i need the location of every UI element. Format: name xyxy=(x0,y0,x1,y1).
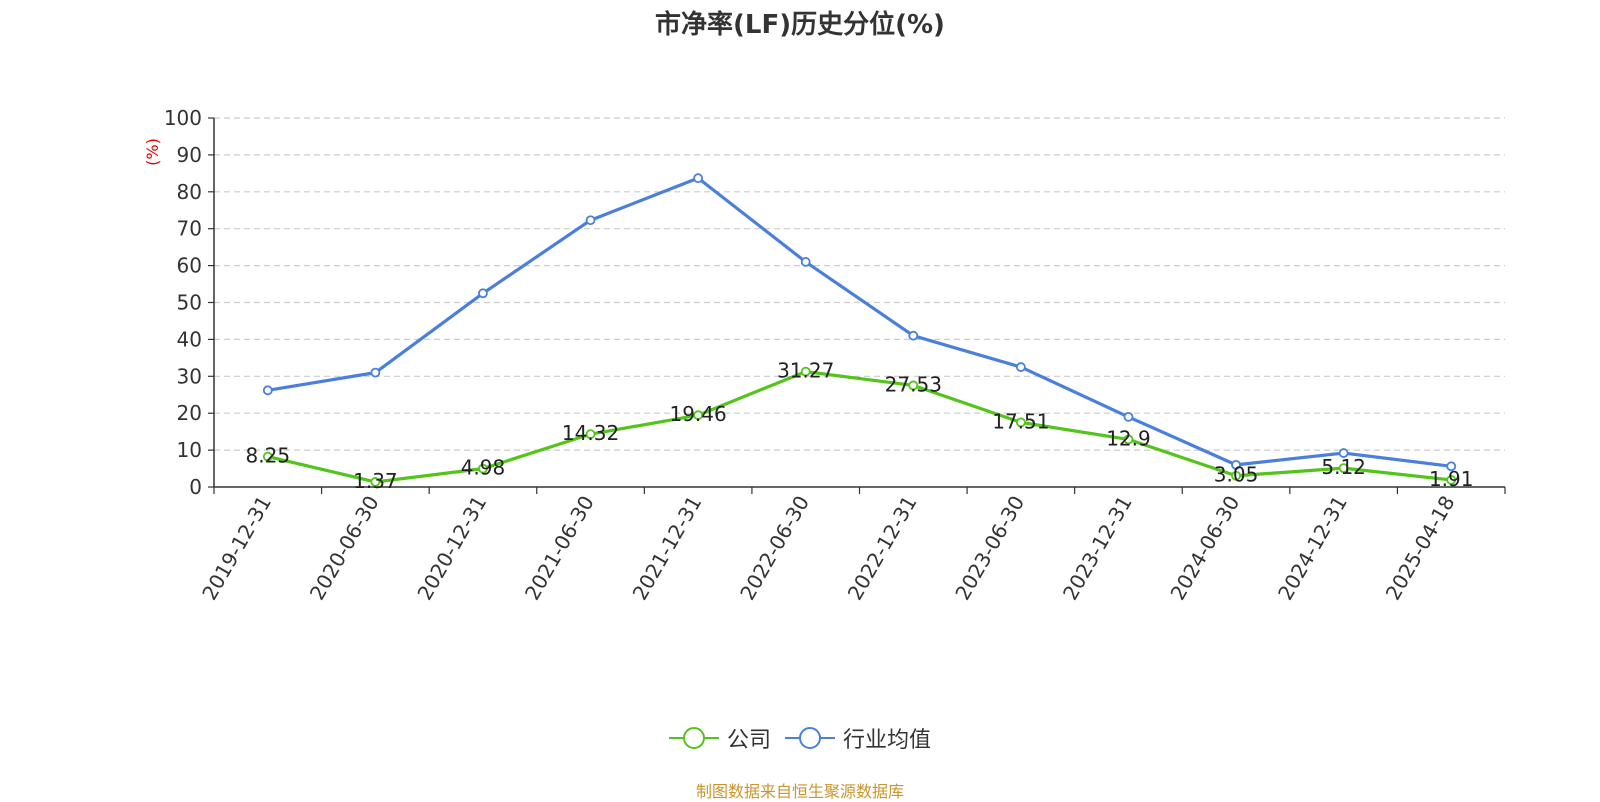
legend-item[interactable]: 公司 xyxy=(668,722,771,754)
data-label: 3.05 xyxy=(1214,463,1259,487)
data-point xyxy=(693,410,704,421)
legend-label: 行业均值 xyxy=(843,728,932,753)
y-tick-label: 70 xyxy=(177,217,202,241)
x-tick-label: 2022-06-30 xyxy=(735,492,814,605)
data-point xyxy=(370,367,381,378)
data-point xyxy=(478,463,488,474)
data-point xyxy=(585,215,596,226)
x-tick-label: 2020-12-31 xyxy=(412,492,491,605)
legend-label: 公司 xyxy=(726,728,771,753)
data-point xyxy=(908,330,919,341)
legend-marker-icon xyxy=(785,727,835,749)
axes: 0 10 20 30 40 50 60 70 80 90 100(%) 2019-12-31 2020-… xyxy=(143,106,1506,605)
legend-item[interactable]: 行业均值 xyxy=(785,722,931,754)
data-label: 1.91 xyxy=(1429,467,1474,491)
data-label: 31.27 xyxy=(777,359,834,383)
series-points xyxy=(262,173,1457,487)
series-line xyxy=(267,370,1452,484)
x-tick-label: 2022-12-31 xyxy=(843,492,922,605)
y-tick-label: 0 xyxy=(189,475,202,499)
x-tick-label: 2020-06-30 xyxy=(305,492,384,605)
data-point xyxy=(1231,459,1241,470)
data-point xyxy=(1338,448,1349,458)
source-note: 制图数据来自恒生聚源数据库 xyxy=(695,782,904,801)
data-label: 8.25 xyxy=(246,444,291,468)
grid-lines xyxy=(214,117,1505,451)
data-point xyxy=(1231,470,1241,481)
data-point xyxy=(1446,461,1457,472)
legend: 公司 行业均值 xyxy=(0,722,1600,754)
series-lines xyxy=(267,176,1452,484)
data-label: 19.46 xyxy=(669,402,726,426)
data-point xyxy=(585,429,596,440)
data-point xyxy=(800,257,811,267)
data-point xyxy=(1015,362,1026,372)
data-point xyxy=(800,366,811,377)
data-point xyxy=(1338,463,1349,474)
data-label: 1.37 xyxy=(353,469,398,493)
data-labels: 8.25 1.37 4.98 14.32 19.46 31.27 27.53 17.51 12.… xyxy=(246,359,1474,493)
x-tick-label: 2024-06-30 xyxy=(1165,492,1244,605)
y-tick-label: 50 xyxy=(177,291,202,315)
y-tick-label: 60 xyxy=(177,254,202,278)
series-line xyxy=(267,176,1452,468)
data-label: 17.51 xyxy=(992,409,1049,433)
data-label: 5.12 xyxy=(1321,455,1366,479)
data-point xyxy=(262,385,273,396)
y-tick-label: 90 xyxy=(177,143,202,167)
y-tick-label: 40 xyxy=(177,327,202,351)
data-point xyxy=(1123,434,1134,445)
y-tick-label: 10 xyxy=(177,438,202,462)
x-tick-label: 2025-04-18 xyxy=(1381,492,1460,605)
x-tick-label: 2023-12-31 xyxy=(1058,492,1137,605)
y-tick-label: 80 xyxy=(177,180,202,204)
data-label: 14.32 xyxy=(562,421,619,445)
y-axis-label: (%) xyxy=(143,138,162,166)
data-label: 12.9 xyxy=(1106,426,1151,450)
data-point xyxy=(693,173,704,184)
data-point xyxy=(370,477,381,487)
y-tick-label: 100 xyxy=(164,106,202,130)
chart-title: 市净率(LF)历史分位(%) xyxy=(655,10,945,40)
data-point xyxy=(908,380,919,391)
data-point xyxy=(1446,475,1457,485)
x-tick-label: 2021-12-31 xyxy=(628,492,707,605)
data-label: 4.98 xyxy=(461,456,506,480)
data-label: 27.53 xyxy=(885,372,942,396)
data-point xyxy=(262,451,273,462)
x-tick-label: 2021-06-30 xyxy=(520,492,599,605)
y-tick-label: 30 xyxy=(177,364,202,388)
x-tick-label: 2024-12-31 xyxy=(1273,492,1352,605)
data-point xyxy=(478,288,488,299)
data-point xyxy=(1015,417,1026,428)
legend-marker-icon xyxy=(668,727,719,749)
y-tick-label: 20 xyxy=(177,401,202,425)
x-tick-label: 2023-06-30 xyxy=(950,492,1029,605)
x-tick-label: 2019-12-31 xyxy=(197,492,276,605)
data-point xyxy=(1123,411,1134,422)
